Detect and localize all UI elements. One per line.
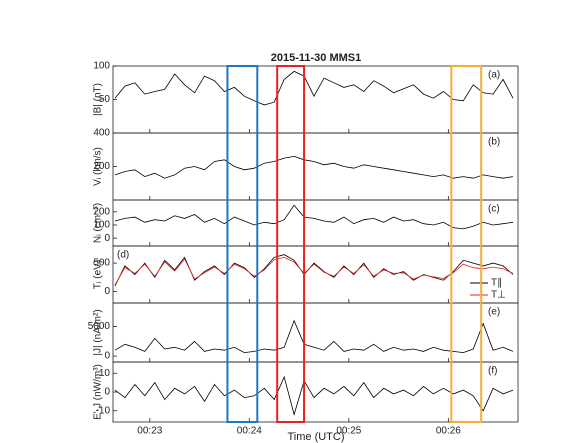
y-tick-label: 100 <box>93 61 110 72</box>
panel-frame <box>112 199 519 247</box>
series-line <box>114 70 514 106</box>
panel-label: (a) <box>488 70 500 81</box>
y-tick-label: 400 <box>93 128 110 139</box>
panel-label: (c) <box>488 204 500 215</box>
panel-label: (f) <box>488 366 497 377</box>
highlight-box <box>226 65 259 423</box>
panel-label: (d) <box>117 250 129 261</box>
chart-title: 2015-11-30 MMS1 <box>271 52 362 64</box>
legend-label: T⊥ <box>491 290 506 301</box>
y-tick-label: 0 <box>104 351 110 362</box>
x-tick-label: 00:24 <box>237 426 262 437</box>
panel-frame <box>112 132 519 201</box>
series-line <box>114 375 514 416</box>
series-line <box>114 155 514 179</box>
y-tick-label: 10 <box>99 368 111 379</box>
highlight-box <box>276 65 306 423</box>
y-axis-label: E'·J (nW/m³) <box>93 364 104 420</box>
panel-frame <box>112 302 519 363</box>
panel-label: (b) <box>488 137 500 148</box>
legend-label: T∥ <box>491 278 502 289</box>
highlight-box <box>450 65 483 423</box>
y-tick-label: 200 <box>93 206 110 217</box>
y-axis-label: Nᵢ (cm⁻³) <box>93 203 104 243</box>
x-tick-label: 00:23 <box>137 426 162 437</box>
y-tick-label: 200 <box>93 161 110 172</box>
series-line <box>114 319 514 354</box>
panel-frame <box>112 245 519 304</box>
y-tick-label: 0 <box>104 286 110 297</box>
y-axis-label: |B| (nT) <box>93 83 104 116</box>
y-tick-label: 500 <box>93 258 110 269</box>
panel-label: (e) <box>488 307 500 318</box>
x-axis-label: Time (UTC) <box>287 431 344 443</box>
y-tick-label: 0 <box>104 233 110 244</box>
y-tick-label: -10 <box>96 405 111 416</box>
x-tick-label: 00:26 <box>436 426 461 437</box>
series-line <box>114 256 514 286</box>
y-axis-label: Tᵢ (eV) <box>93 260 104 289</box>
y-tick-label: 100 <box>93 220 110 231</box>
series-line <box>114 204 514 230</box>
series-line <box>114 254 514 287</box>
y-tick-label: 0 <box>104 387 110 398</box>
y-tick-label: 50 <box>99 94 111 105</box>
x-tick-label: 00:25 <box>336 426 361 437</box>
y-axis-label: |J| (nA/m²) <box>93 309 104 355</box>
y-axis-label: Vᵢ (km/s) <box>93 147 104 186</box>
y-tick-label: 5000 <box>88 321 111 332</box>
